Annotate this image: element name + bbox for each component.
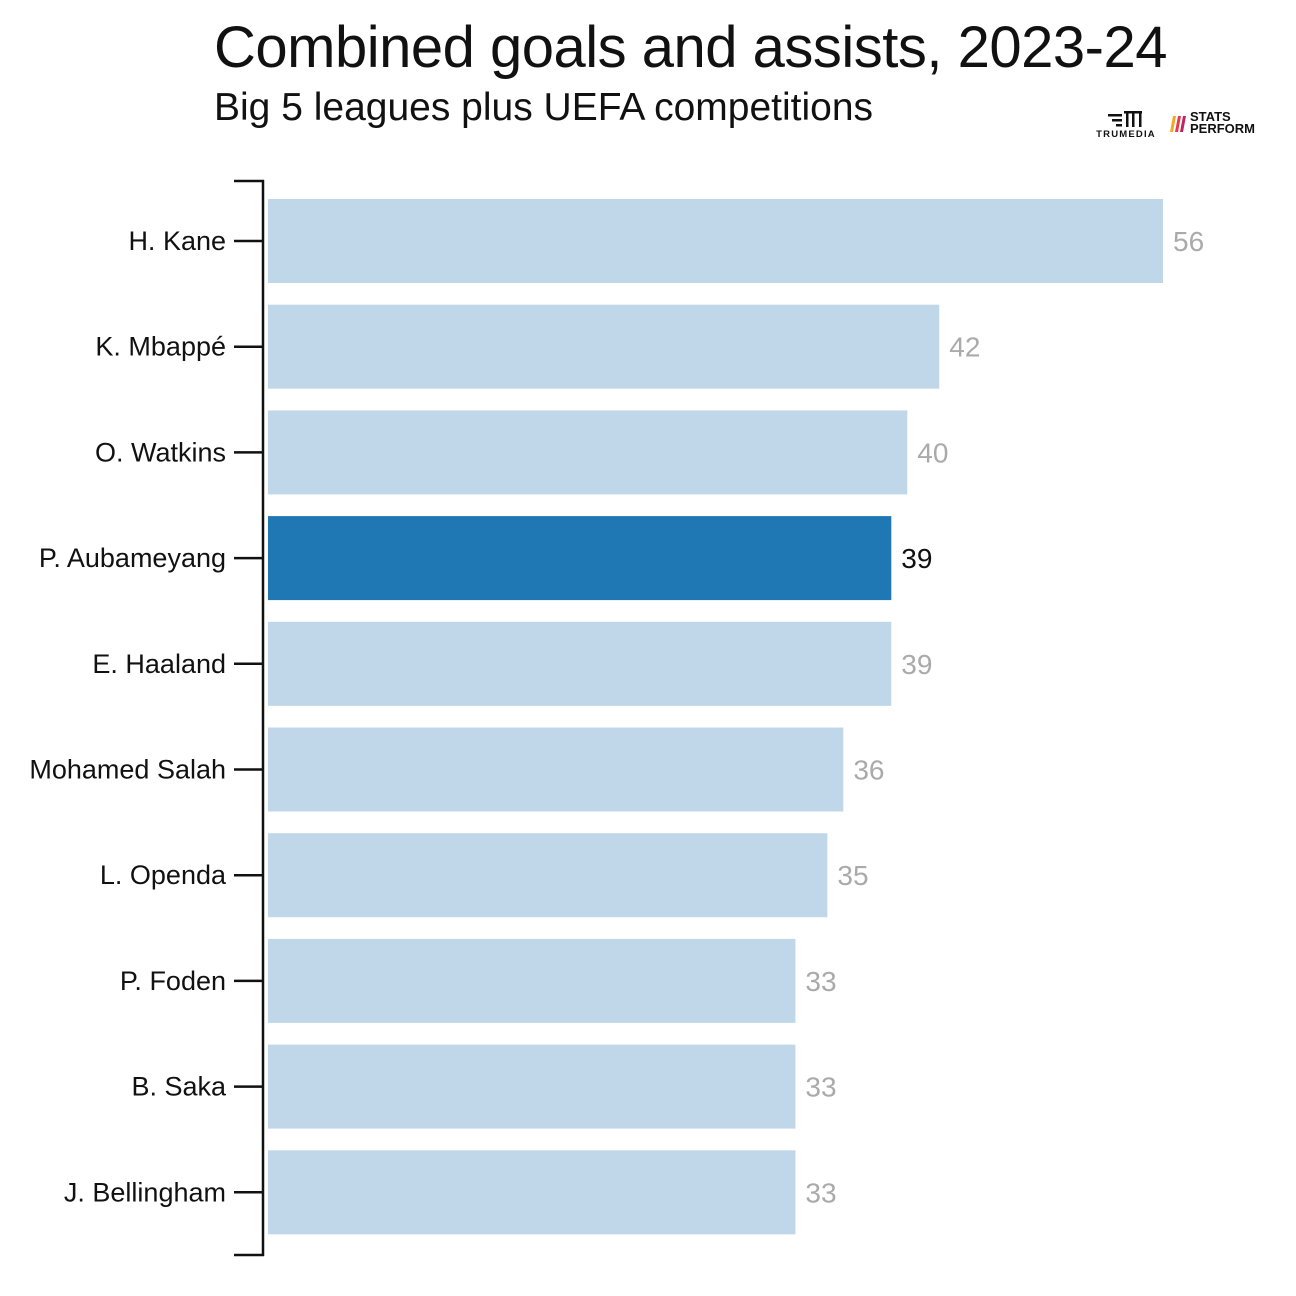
stats-perform-logo-line2: PERFORM [1190, 121, 1255, 136]
value-label-7: 35 [837, 860, 868, 891]
trumedia-logo-text: TRUMEDIA [1096, 129, 1156, 140]
stats-perform-logo: STATS PERFORM [1168, 110, 1260, 142]
bar-9 [268, 1044, 796, 1129]
value-label-2: 42 [949, 332, 980, 363]
category-label-10: J. Bellingham [64, 1177, 226, 1207]
bar-3 [268, 410, 908, 495]
stats-perform-logo-line1: STATS [1190, 109, 1231, 124]
category-label-6: Mohamed Salah [29, 755, 226, 785]
stats-perform-logo-icon [1170, 116, 1186, 132]
category-label-9: B. Saka [131, 1072, 227, 1102]
bar-10 [268, 1150, 796, 1235]
bar-8 [268, 938, 796, 1023]
category-label-2: K. Mbappé [95, 332, 226, 362]
bar-6 [268, 727, 844, 812]
value-label-6: 36 [853, 755, 884, 786]
chart-title: Combined goals and assists, 2023-24 [214, 15, 1167, 80]
bar-2 [268, 304, 940, 389]
value-label-1: 56 [1173, 226, 1204, 257]
category-label-8: P. Foden [120, 966, 226, 996]
category-label-1: H. Kane [128, 226, 226, 256]
category-label-4: P. Aubameyang [39, 543, 226, 573]
value-label-3: 40 [917, 437, 948, 468]
bar-5 [268, 621, 892, 706]
bar-4 [268, 516, 892, 601]
category-label-5: E. Haaland [92, 649, 226, 679]
bar-7 [268, 833, 828, 918]
value-label-8: 33 [805, 966, 836, 997]
value-label-10: 33 [805, 1177, 836, 1208]
category-label-3: O. Watkins [95, 437, 226, 467]
bars-group: 56 42 40 39 39 36 35 33 33 33 [268, 199, 1204, 1235]
chart-subtitle: Big 5 leagues plus UEFA competitions [214, 86, 874, 129]
value-label-4: 39 [901, 543, 932, 574]
category-label-7: L. Openda [100, 860, 227, 890]
trumedia-logo: TRUMEDIA [1090, 110, 1162, 142]
y-axis: H. Kane K. Mbappé O. Watkins P. Aubameyang E… [29, 179, 265, 1257]
value-label-5: 39 [901, 649, 932, 680]
value-label-9: 33 [805, 1072, 836, 1103]
stats-perform-logo-text: STATS PERFORM [1190, 109, 1255, 136]
bar-1 [268, 199, 1163, 283]
trumedia-logo-icon [1108, 111, 1142, 127]
